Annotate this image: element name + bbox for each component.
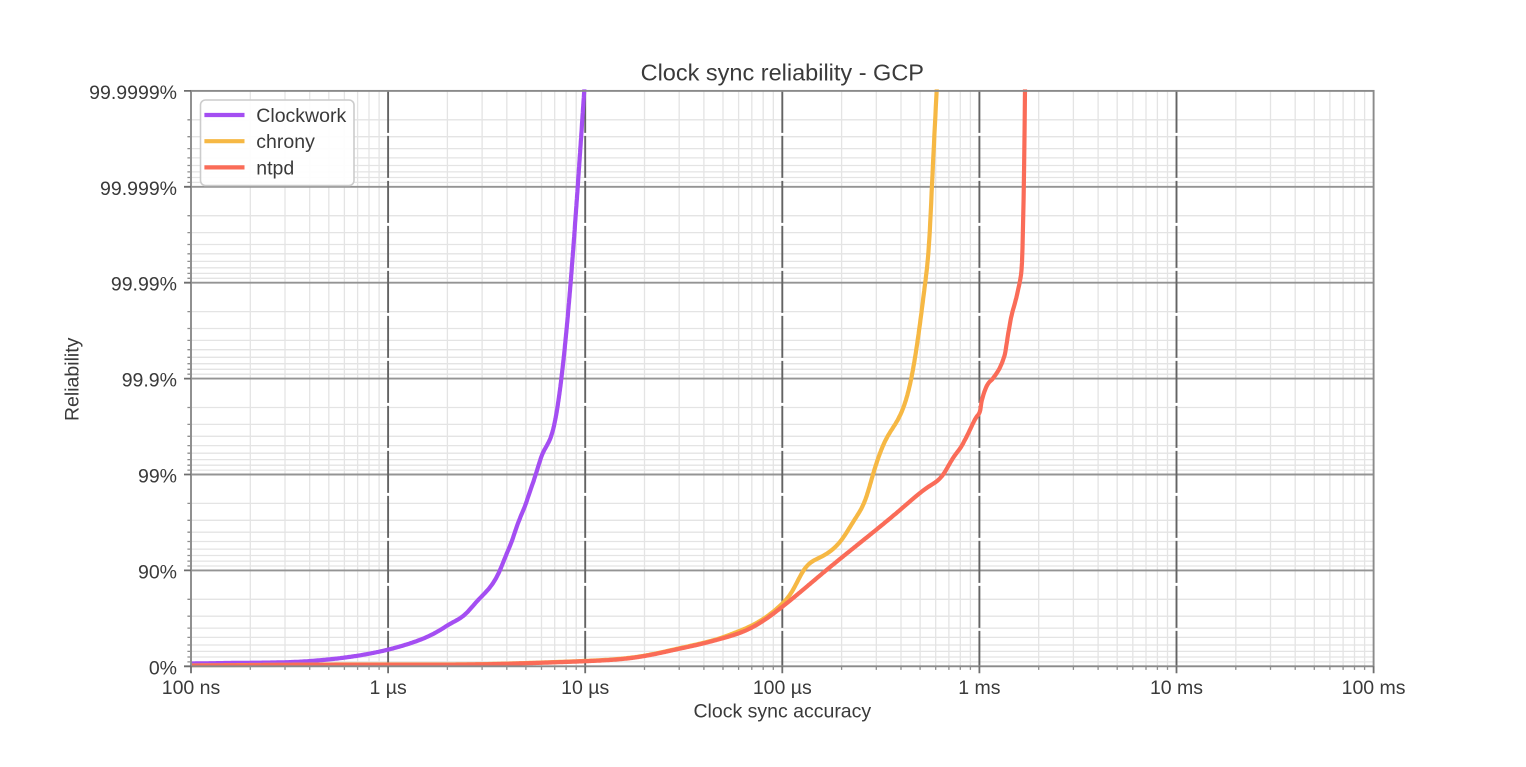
svg-text:100 ms: 100 ms xyxy=(1342,677,1406,699)
svg-text:1 µs: 1 µs xyxy=(369,677,406,699)
svg-text:Clock sync accuracy: Clock sync accuracy xyxy=(693,700,871,722)
svg-text:99%: 99% xyxy=(138,466,177,488)
svg-text:Reliability: Reliability xyxy=(62,337,84,421)
svg-text:90%: 90% xyxy=(138,561,177,583)
svg-text:100 ns: 100 ns xyxy=(162,677,221,699)
svg-text:10 µs: 10 µs xyxy=(561,677,609,699)
svg-text:100 µs: 100 µs xyxy=(753,677,812,699)
svg-text:ntpd: ntpd xyxy=(256,157,294,179)
svg-text:Clockwork: Clockwork xyxy=(256,105,346,127)
svg-text:Clock sync reliability - GCP: Clock sync reliability - GCP xyxy=(641,60,924,86)
svg-text:0%: 0% xyxy=(149,657,177,679)
svg-text:99.9999%: 99.9999% xyxy=(89,82,177,104)
svg-text:10 ms: 10 ms xyxy=(1150,677,1203,699)
svg-text:99.9%: 99.9% xyxy=(122,370,177,392)
svg-text:1 ms: 1 ms xyxy=(958,677,1001,699)
svg-text:99.999%: 99.999% xyxy=(100,178,177,200)
svg-text:99.99%: 99.99% xyxy=(111,274,177,296)
svg-text:chrony: chrony xyxy=(256,131,315,153)
